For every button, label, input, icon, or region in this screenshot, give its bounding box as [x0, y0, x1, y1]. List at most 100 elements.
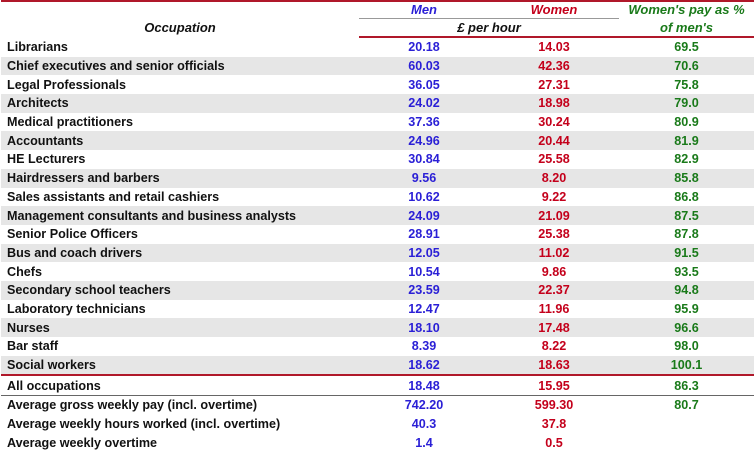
footer-women: 599.30: [534, 398, 574, 413]
header-pct-line1: Women's pay as %: [619, 0, 754, 19]
women-pay-cell: 17.48: [489, 318, 619, 337]
table-row: Secondary school teachers 23.59 22.37 94.8: [1, 280, 754, 300]
women-pay-cell: 9.86: [541, 264, 567, 279]
women-pay-cell: 8.20: [489, 168, 619, 188]
table-row: Medical practitioners 37.36 30.24 80.9: [1, 113, 754, 132]
table-row: Librarians 20.18 14.03 69.5: [1, 37, 754, 57]
table-row: Sales assistants and retail cashiers 10.6…: [1, 188, 754, 207]
men-pay-cell: 24.02: [359, 94, 489, 113]
men-pay-cell: 18.62: [359, 355, 489, 376]
table-row: Management consultants and business anal…: [1, 206, 754, 225]
table-header-row: Occupation Men Women Women's pay as %: [1, 0, 754, 37]
men-pay-cell: 18.10: [359, 318, 489, 337]
total-pct: 86.3: [619, 374, 754, 397]
men-pay-cell: 20.18: [408, 40, 440, 55]
women-pay-cell: 22.37: [489, 280, 619, 300]
occupation-cell: Laboratory technicians: [7, 301, 146, 316]
pay-gap-table: Occupation Men Women Women's pay as % £ …: [1, 0, 754, 452]
pct-cell: 93.5: [674, 264, 699, 279]
women-pay-cell: 11.02: [489, 243, 619, 263]
men-pay-cell: 30.84: [408, 152, 440, 167]
pct-cell: 96.6: [619, 318, 754, 337]
men-pay-cell: 23.59: [359, 280, 489, 300]
pct-cell: 82.9: [674, 152, 699, 167]
occupation-cell: Sales assistants and retail cashiers: [7, 189, 220, 204]
women-pay-cell: 18.98: [489, 94, 619, 113]
occupation-cell: Management consultants and business anal…: [1, 206, 359, 225]
footer-women: 0.5: [545, 435, 563, 450]
pct-cell: 79.0: [619, 94, 754, 113]
footer-pct: [619, 433, 754, 452]
pct-cell: 70.6: [619, 56, 754, 76]
footer-pct: 80.7: [674, 398, 699, 413]
men-pay-cell: 28.91: [408, 227, 440, 242]
occupation-cell: Librarians: [7, 39, 68, 54]
header-women: Women: [489, 0, 619, 19]
footer-men: 1.4: [415, 435, 433, 450]
footer-row: Average weekly hours worked (incl. overt…: [1, 415, 754, 434]
occupation-cell: HE Lecturers: [7, 152, 86, 167]
occupation-cell: Senior Police Officers: [7, 227, 138, 242]
footer-men: 40.3: [411, 417, 437, 432]
pct-cell: 87.5: [619, 206, 754, 225]
women-pay-cell: 42.36: [489, 56, 619, 76]
men-pay-cell: 12.05: [359, 243, 489, 263]
pct-cell: 80.9: [674, 115, 699, 130]
footer-label: Average weekly overtime: [7, 435, 158, 450]
occupation-cell: Secondary school teachers: [1, 280, 359, 300]
occupation-cell: Chief executives and senior officials: [1, 56, 359, 76]
women-pay-cell: 25.38: [538, 227, 570, 242]
footer-pct: [619, 415, 754, 434]
pct-cell: 98.0: [674, 339, 699, 354]
header-occupation: Occupation: [1, 0, 359, 37]
pct-cell: 81.9: [619, 131, 754, 151]
men-pay-cell: 60.03: [359, 56, 489, 76]
men-pay-cell: 24.09: [359, 206, 489, 225]
table-row: Hairdressers and barbers 9.56 8.20 85.8: [1, 168, 754, 188]
table-row: Nurses 18.10 17.48 96.6: [1, 318, 754, 337]
women-pay-cell: 27.31: [538, 77, 570, 92]
table-row: Bus and coach drivers 12.05 11.02 91.5: [1, 243, 754, 263]
occupation-cell: Hairdressers and barbers: [1, 168, 359, 188]
table-row: Senior Police Officers 28.91 25.38 87.8: [1, 225, 754, 244]
occupation-cell: Chefs: [7, 264, 42, 279]
footer-row: Average gross weekly pay (incl. overtime…: [1, 396, 754, 415]
women-pay-cell: 30.24: [538, 115, 570, 130]
women-pay-cell: 14.03: [538, 40, 570, 55]
footer-men: 742.20: [404, 398, 444, 413]
women-pay-cell: 9.22: [541, 189, 567, 204]
table-footer: Average gross weekly pay (incl. overtime…: [1, 396, 754, 453]
table-row: Laboratory technicians 12.47 11.96 95.9: [1, 300, 754, 319]
women-pay-cell: 8.22: [541, 339, 567, 354]
table-header-row-2: £ per hour of men's: [1, 18, 754, 38]
table-row: Social workers 18.62 18.63 100.1: [1, 355, 754, 376]
occupation-cell: Accountants: [1, 131, 359, 151]
pct-cell: 86.8: [674, 189, 699, 204]
table-row: Architects 24.02 18.98 79.0: [1, 94, 754, 113]
women-pay-cell: 25.58: [538, 152, 570, 167]
pct-cell: 91.5: [619, 243, 754, 263]
total-label: All occupations: [1, 374, 359, 397]
occupation-cell: Medical practitioners: [7, 115, 133, 130]
occupation-cell: Architects: [1, 94, 359, 113]
women-pay-cell: 20.44: [489, 131, 619, 151]
women-pay-cell: 21.09: [489, 206, 619, 225]
table-body: Librarians 20.18 14.03 69.5 Chief executives…: [1, 37, 754, 376]
header-pct-line2: of men's: [619, 18, 754, 38]
men-pay-cell: 9.56: [359, 168, 489, 188]
table-row: Bar staff 8.39 8.22 98.0: [1, 337, 754, 356]
occupation-cell: Nurses: [1, 318, 359, 337]
men-pay-cell: 37.36: [408, 115, 440, 130]
footer-label: Average weekly hours worked (incl. overt…: [7, 417, 281, 432]
pct-cell: 69.5: [674, 40, 699, 55]
pct-cell: 95.9: [674, 301, 699, 316]
men-pay-cell: 10.62: [408, 189, 440, 204]
men-pay-cell: 10.54: [408, 264, 440, 279]
pct-cell: 94.8: [619, 280, 754, 300]
footer-label: Average gross weekly pay (incl. overtime…: [7, 398, 258, 413]
pct-cell: 85.8: [619, 168, 754, 188]
men-pay-cell: 36.05: [408, 77, 440, 92]
table-row: Accountants 24.96 20.44 81.9: [1, 131, 754, 151]
header-men: Men: [359, 0, 489, 19]
